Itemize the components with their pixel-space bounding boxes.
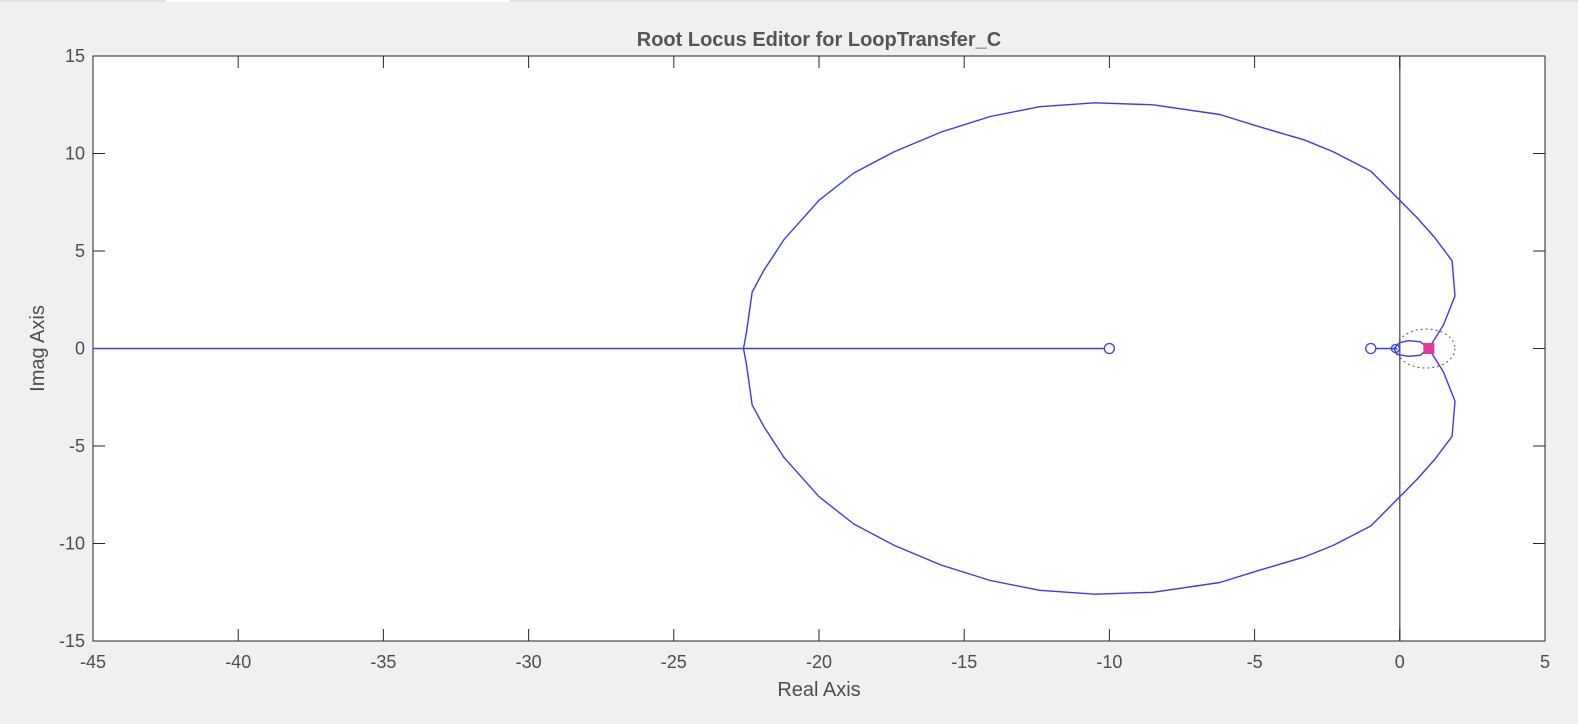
x-tick-label: 0: [1395, 652, 1405, 672]
x-tick-label: -40: [225, 652, 251, 672]
y-tick-label: -15: [59, 631, 85, 651]
x-tick-label: -20: [806, 652, 832, 672]
x-tick-label: -25: [661, 652, 687, 672]
closed-loop-pole-marker[interactable]: [1423, 343, 1435, 354]
locus-branch-4[interactable]: [1393, 340, 1430, 357]
x-tick-label: -45: [80, 652, 106, 672]
x-tick-label: -5: [1247, 652, 1263, 672]
y-tick-label: 5: [75, 241, 85, 261]
inner-zero-marker[interactable]: [1390, 343, 1401, 354]
locus-branch-3[interactable]: [742, 102, 1456, 595]
zero-marker-2[interactable]: [1365, 342, 1377, 355]
y-tick-label: -5: [69, 436, 85, 456]
y-tick-label: 10: [65, 144, 85, 164]
y-axis-label: Imag Axis: [27, 305, 49, 392]
chart-title: Root Locus Editor for LoopTransfer_C: [637, 29, 1001, 51]
x-axis-label: Real Axis: [777, 679, 860, 701]
zero-marker-1[interactable]: [1103, 342, 1116, 355]
top-tab-strip: [0, 0, 1578, 2]
x-tick-label: 5: [1540, 652, 1550, 672]
x-tick-label: -35: [370, 652, 396, 672]
y-tick-label: -10: [59, 534, 85, 554]
top-tab-active[interactable]: [166, 0, 510, 2]
y-tick-label: 15: [65, 46, 85, 66]
x-tick-label: -10: [1096, 652, 1122, 672]
x-tick-label: -15: [951, 652, 977, 672]
y-tick-label: 0: [75, 339, 85, 359]
x-tick-label: -30: [516, 652, 542, 672]
